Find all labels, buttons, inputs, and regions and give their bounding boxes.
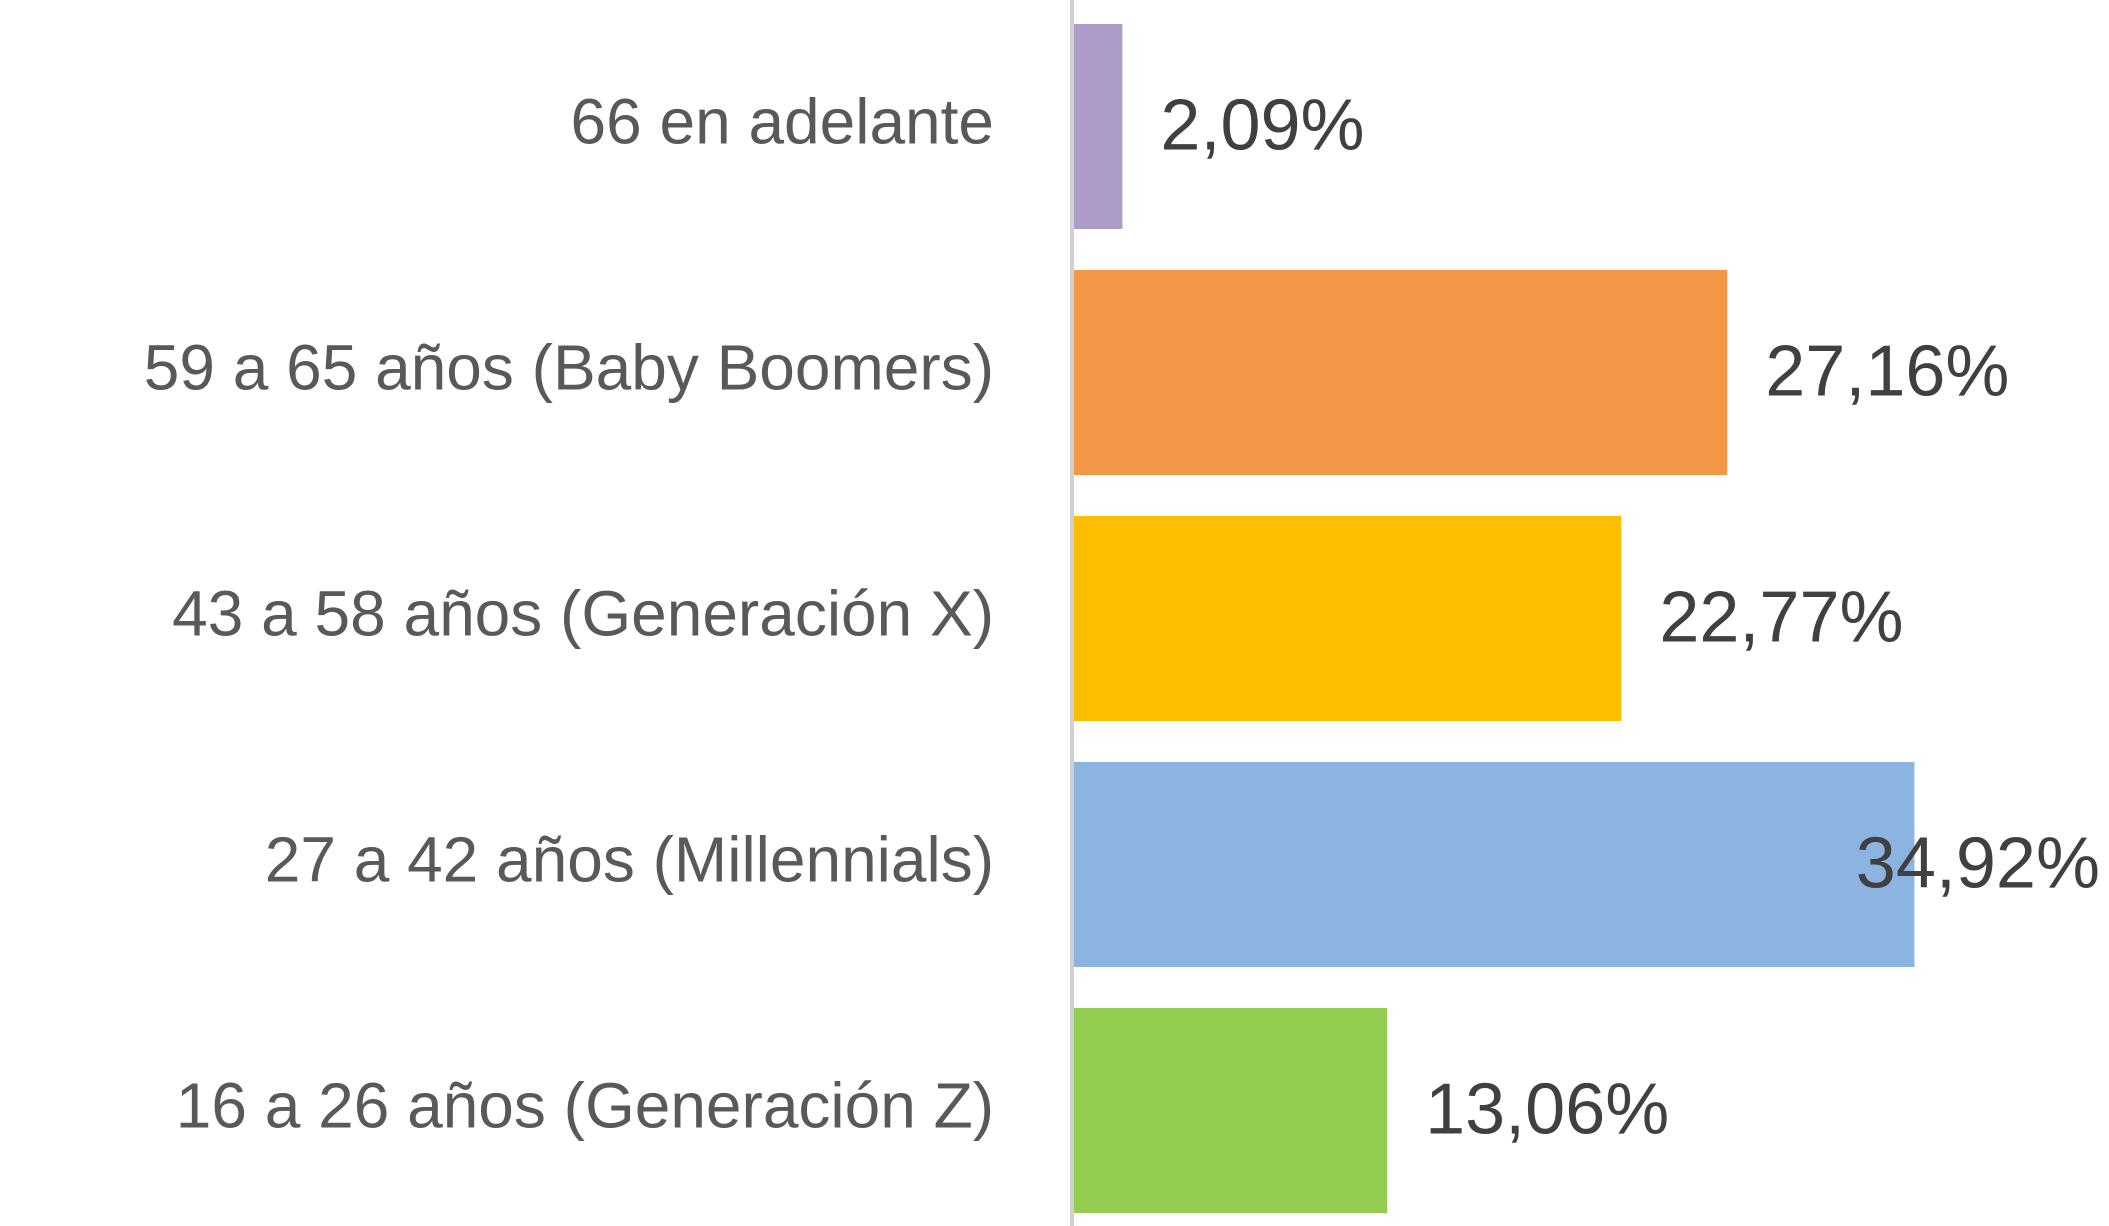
category-label: 16 a 26 años (Generación Z) bbox=[176, 1069, 994, 1141]
bar bbox=[1072, 516, 1622, 721]
category-label: 27 a 42 años (Millennials) bbox=[265, 823, 994, 895]
bar bbox=[1072, 24, 1123, 229]
bar bbox=[1072, 762, 1915, 967]
bar bbox=[1072, 1008, 1388, 1213]
value-label: 2,09% bbox=[1160, 86, 1364, 166]
value-label: 27,16% bbox=[1765, 332, 2009, 412]
category-label: 59 a 65 años (Baby Boomers) bbox=[144, 331, 994, 403]
category-label: 43 a 58 años (Generación X) bbox=[172, 577, 994, 649]
value-label: 22,77% bbox=[1659, 578, 1903, 658]
bar bbox=[1072, 270, 1728, 475]
category-label: 66 en adelante bbox=[571, 85, 995, 157]
value-label: 13,06% bbox=[1425, 1070, 1669, 1150]
value-label: 34,92% bbox=[1856, 824, 2100, 904]
